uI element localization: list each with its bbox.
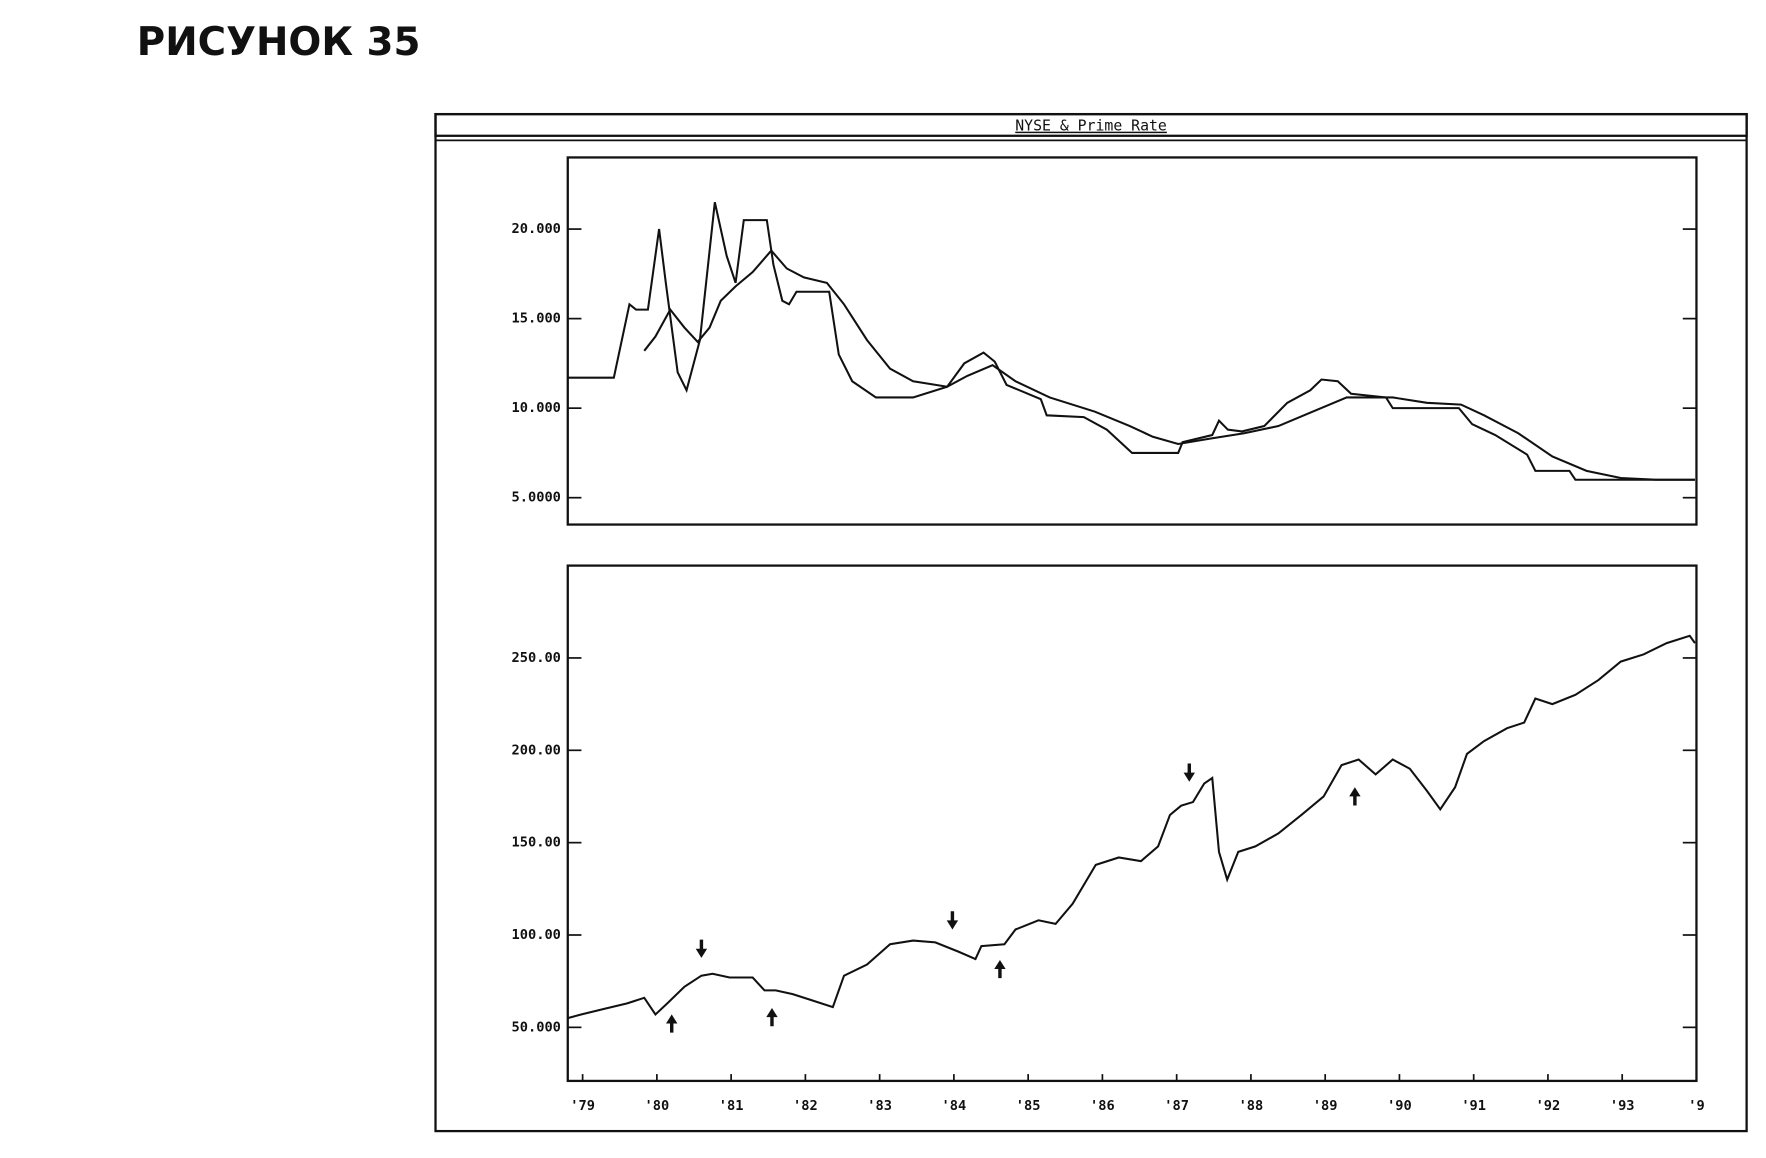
window-frame: [434, 112, 1748, 1133]
x-tick-label: '88: [1239, 1098, 1264, 1114]
x-tick-label: '79: [570, 1098, 595, 1114]
y-tick-label: 15.000: [512, 311, 561, 327]
x-tick-label: '82: [793, 1098, 818, 1114]
x-tick-label: '92: [1536, 1098, 1561, 1114]
window-title: NYSE & Prime Rate: [1015, 118, 1167, 135]
x-tick-label: '91: [1461, 1098, 1486, 1114]
y-tick-label: 50.000: [512, 1019, 561, 1035]
figure-label: РИСУНОК 35: [137, 20, 421, 65]
signal-arrow-up: [766, 1007, 778, 1027]
signal-arrow-down: [1183, 763, 1195, 782]
y-tick-label: 150.00: [512, 835, 561, 851]
x-tick-label: '93: [1610, 1098, 1635, 1114]
y-tick-label: 20.000: [512, 221, 561, 237]
window-titlebar: [434, 112, 1748, 137]
y-tick-label: 5.0000: [512, 490, 561, 506]
x-tick-label: '90: [1387, 1098, 1412, 1114]
y-tick-label: 200.00: [512, 742, 561, 758]
x-tick-label: '87: [1164, 1098, 1189, 1114]
y-tick-label: 100.00: [512, 927, 561, 943]
signal-arrow-up: [994, 959, 1006, 979]
signal-arrow-up: [666, 1014, 678, 1033]
x-tick-label: '80: [645, 1098, 670, 1114]
y-tick-label: 250.00: [512, 650, 561, 666]
x-tick-label: '85: [1016, 1098, 1041, 1114]
x-tick-label: '83: [867, 1098, 892, 1114]
signal-arrow-down: [946, 911, 959, 930]
data-line: [567, 634, 1696, 1020]
plot-frame: [566, 564, 1698, 1083]
signal-arrow-down: [695, 939, 708, 958]
x-tick-label: '89: [1313, 1098, 1338, 1114]
plot-frame: [566, 156, 1698, 526]
x-tick-label: '84: [942, 1098, 967, 1114]
x-tick-label: '86: [1090, 1098, 1115, 1114]
signal-arrow-up: [1349, 787, 1361, 806]
x-tick-label: '81: [719, 1098, 744, 1114]
y-tick-label: 10.000: [512, 400, 561, 416]
x-tick-label: '9: [1688, 1098, 1704, 1114]
data-line: [643, 249, 1695, 481]
